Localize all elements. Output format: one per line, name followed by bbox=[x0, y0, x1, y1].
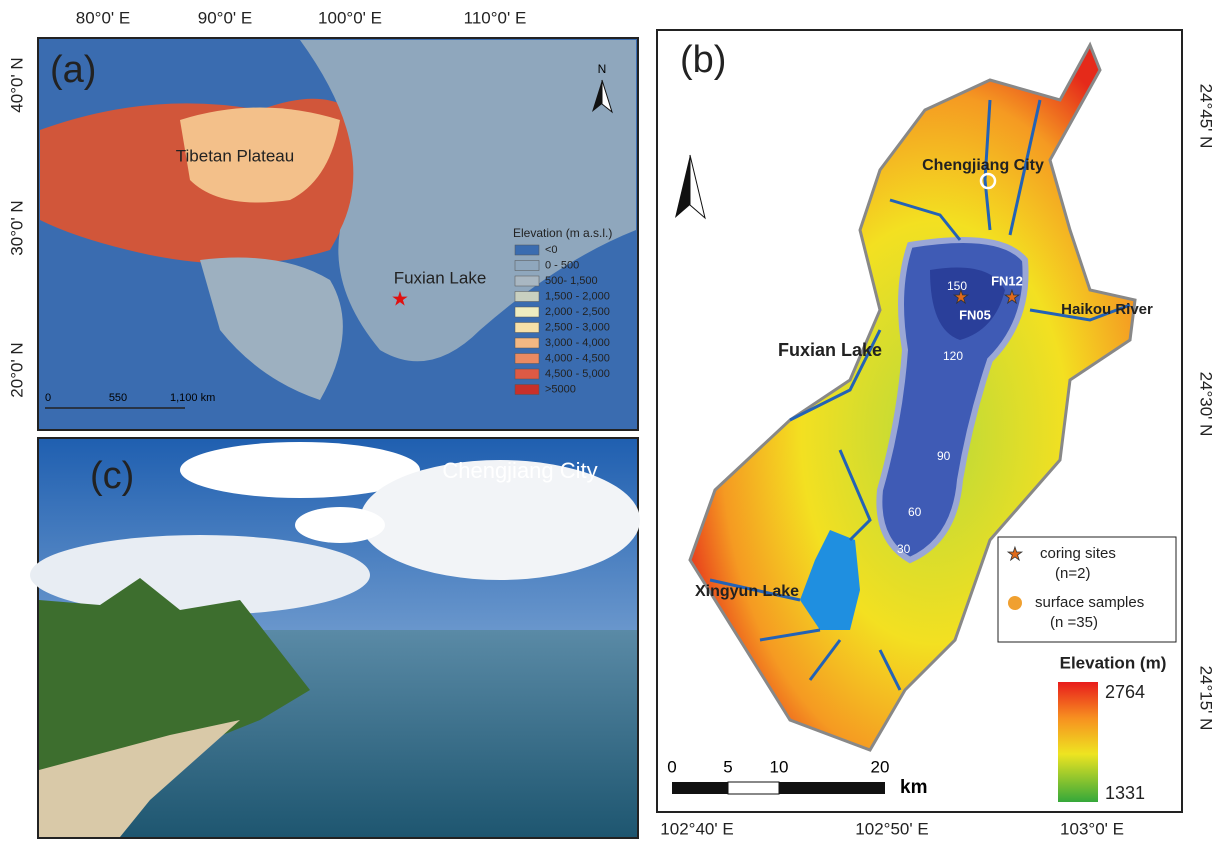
legend-item: 4,000 - 4,500 bbox=[545, 352, 610, 364]
elevation-min: 1331 bbox=[1105, 783, 1145, 803]
legend-item: 2,000 - 2,500 bbox=[545, 306, 610, 318]
legend-symbol bbox=[1008, 596, 1022, 610]
lon-label: 102°40' E bbox=[660, 819, 733, 838]
legend-item: 2,500 - 3,000 bbox=[545, 321, 610, 333]
legend-item: >5000 bbox=[545, 383, 576, 395]
legend-swatch bbox=[515, 261, 539, 271]
cloud bbox=[30, 535, 370, 615]
elevation-max: 2764 bbox=[1105, 682, 1145, 702]
scale-bar bbox=[779, 782, 885, 794]
lon-label: 110°0' E bbox=[464, 8, 527, 27]
lat-label: 20°0' N bbox=[7, 342, 26, 397]
lon-label: 90°0' E bbox=[198, 8, 252, 27]
panel-label: (b) bbox=[680, 39, 726, 81]
scale-label: 10 bbox=[770, 757, 789, 776]
legend-title: Elevation (m a.s.l.) bbox=[513, 226, 612, 240]
scale-label: 5 bbox=[723, 757, 732, 776]
lon-label: 100°0' E bbox=[318, 8, 382, 27]
lake-star: ★ bbox=[391, 288, 409, 310]
elevation-bar bbox=[1058, 682, 1098, 802]
contour-label: 60 bbox=[908, 505, 922, 519]
legend-swatch bbox=[515, 354, 539, 364]
cloud bbox=[295, 507, 385, 543]
photo-caption: Chengjiang City bbox=[442, 458, 597, 483]
elevation-title: Elevation (m) bbox=[1060, 653, 1167, 672]
panel-a: (a) Tibetan Plateau Fuxian Lake ★ N Elev… bbox=[7, 8, 638, 430]
lon-label: 102°50' E bbox=[855, 819, 928, 838]
site-label: FN05 bbox=[959, 307, 991, 322]
lat-label: 24°30' N bbox=[1197, 372, 1216, 437]
contour-label: 150 bbox=[947, 279, 967, 293]
legend-swatch bbox=[515, 369, 539, 379]
legend-text: coring sites bbox=[1040, 545, 1116, 562]
site-label: FN12 bbox=[991, 273, 1023, 288]
north-label: N bbox=[598, 62, 607, 76]
city-label: Chengjiang City bbox=[922, 157, 1044, 174]
lon-label: 103°0' E bbox=[1060, 819, 1124, 838]
legend-swatch bbox=[515, 307, 539, 317]
panel-label: (c) bbox=[90, 455, 134, 497]
legend-item: 1,500 - 2,000 bbox=[545, 290, 610, 302]
scale-bar bbox=[672, 782, 728, 794]
lake-label: Fuxian Lake bbox=[778, 340, 882, 360]
legend-text: (n=2) bbox=[1055, 565, 1090, 582]
lat-label: 30°0' N bbox=[7, 200, 26, 255]
legend-text: (n =35) bbox=[1050, 614, 1098, 631]
legend-swatch bbox=[515, 385, 539, 395]
contour-label: 30 bbox=[897, 542, 911, 556]
lake-label: Xingyun Lake bbox=[695, 583, 799, 600]
contour-label: 90 bbox=[937, 449, 951, 463]
legend-item: 4,500 - 5,000 bbox=[545, 368, 610, 380]
contour-label: 120 bbox=[943, 349, 963, 363]
scale-label: 1,100 km bbox=[170, 392, 215, 404]
river-label: Haikou River bbox=[1061, 301, 1153, 318]
panel-c: (c) Chengjiang City bbox=[30, 438, 640, 838]
figure: (a) Tibetan Plateau Fuxian Lake ★ N Elev… bbox=[0, 0, 1226, 841]
lat-label: 40°0' N bbox=[7, 57, 26, 112]
legend-symbol: ★ bbox=[1007, 544, 1023, 564]
lat-label: 24°15' N bbox=[1197, 666, 1216, 731]
legend-item: 0 - 500 bbox=[545, 259, 579, 271]
legend-item: 500- 1,500 bbox=[545, 275, 598, 287]
scale-bar bbox=[728, 782, 779, 794]
legend-swatch bbox=[515, 323, 539, 333]
scale-label: 550 bbox=[109, 392, 127, 404]
legend-swatch bbox=[515, 292, 539, 302]
lake-label: Fuxian Lake bbox=[394, 268, 487, 287]
legend-item: 3,000 - 4,000 bbox=[545, 337, 610, 349]
scale-unit: km bbox=[900, 777, 927, 798]
legend-swatch bbox=[515, 276, 539, 286]
lat-label: 24°45' N bbox=[1197, 84, 1216, 149]
legend-text: surface samples bbox=[1035, 594, 1144, 611]
lon-label: 80°0' E bbox=[76, 8, 130, 27]
legend-item: <0 bbox=[545, 244, 558, 256]
scale-label: 20 bbox=[871, 757, 890, 776]
region-label: Tibetan Plateau bbox=[176, 146, 294, 165]
panel-label: (a) bbox=[50, 49, 96, 91]
coring-site: ★ bbox=[1004, 287, 1020, 307]
panel-b: (b) Chengjiang City ★ ★ FN12 FN05 150 12… bbox=[657, 30, 1216, 838]
scale-label: 0 bbox=[667, 757, 676, 776]
scale-label: 0 bbox=[45, 392, 51, 404]
legend-swatch bbox=[515, 245, 539, 255]
legend-swatch bbox=[515, 338, 539, 348]
